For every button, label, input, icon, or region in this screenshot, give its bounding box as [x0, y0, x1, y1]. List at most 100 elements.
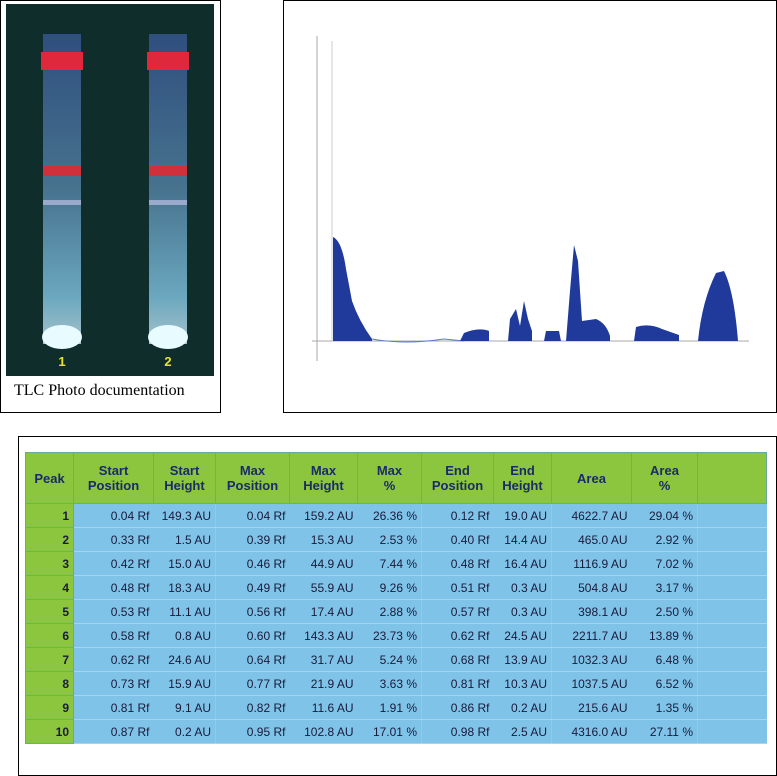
cell: 0.39 Rf	[215, 527, 290, 552]
peak-number: 6	[25, 623, 74, 648]
cell: 15.3 AU	[289, 527, 358, 552]
cell: 2.53 %	[357, 527, 422, 552]
cell: 1.91 %	[357, 695, 422, 720]
cell: 0.46 Rf	[215, 551, 290, 576]
cell: 55.9 AU	[289, 575, 358, 600]
lane	[41, 34, 83, 349]
column-header: End Height	[493, 452, 552, 504]
lane-label: 2	[164, 354, 171, 369]
cell: 6.52 %	[631, 671, 698, 696]
cell	[697, 599, 767, 624]
peak-number: 2	[25, 527, 74, 552]
cell: 0.49 Rf	[215, 575, 290, 600]
cell: 465.0 AU	[551, 527, 632, 552]
cell: 0.73 Rf	[73, 671, 154, 696]
cell: 0.33 Rf	[73, 527, 154, 552]
column-header: Peak	[25, 452, 74, 504]
cell: 21.9 AU	[289, 671, 358, 696]
cell: 16.4 AU	[493, 551, 552, 576]
cell: 0.81 Rf	[73, 695, 154, 720]
cell: 13.89 %	[631, 623, 698, 648]
table-row: 10 0.87 Rf 0.2 AU 0.95 Rf 102.8 AU 17.01 % 0.9…	[25, 719, 767, 744]
cell: 0.12 Rf	[421, 503, 494, 528]
cell: 0.56 Rf	[215, 599, 290, 624]
peak-number: 3	[25, 551, 74, 576]
table-row: 4 0.48 Rf 18.3 AU 0.49 Rf 55.9 AU 9.26 % 0.51 …	[25, 575, 767, 600]
table-row: 6 0.58 Rf 0.8 AU 0.60 Rf 143.3 AU 23.73 % 0.62…	[25, 623, 767, 648]
cell: 4316.0 AU	[551, 719, 632, 744]
caption: TLC Photo documentation	[14, 382, 185, 399]
densitogram	[312, 36, 749, 361]
table-row: 7 0.62 Rf 24.6 AU 0.64 Rf 31.7 AU 5.24 % 0.68 …	[25, 647, 767, 672]
cell: 24.5 AU	[493, 623, 552, 648]
cell: 13.9 AU	[493, 647, 552, 672]
column-header: Start Height	[153, 452, 216, 504]
cell: 10.3 AU	[493, 671, 552, 696]
cell: 7.02 %	[631, 551, 698, 576]
cell: 0.81 Rf	[421, 671, 494, 696]
cell: 504.8 AU	[551, 575, 632, 600]
cell	[697, 623, 767, 648]
column-header: Max %	[357, 452, 422, 504]
cell	[697, 575, 767, 600]
peak-area	[634, 325, 679, 341]
cell: 7.44 %	[357, 551, 422, 576]
peak-number: 4	[25, 575, 74, 600]
peak-table: Peak Start Position Start Height Max Positi…	[25, 452, 767, 744]
cell: 29.04 %	[631, 503, 698, 528]
baseline-trace	[371, 338, 465, 343]
cell: 23.73 %	[357, 623, 422, 648]
cell: 6.48 %	[631, 647, 698, 672]
cell: 0.62 Rf	[421, 623, 494, 648]
cell: 15.0 AU	[153, 551, 216, 576]
cell: 0.3 AU	[493, 599, 552, 624]
cell: 0.64 Rf	[215, 647, 290, 672]
cell: 17.01 %	[357, 719, 422, 744]
lane-label: 1	[58, 354, 65, 369]
column-header: Area	[551, 452, 632, 504]
column-header: Start Position	[73, 452, 154, 504]
cell: 0.87 Rf	[73, 719, 154, 744]
cell: 215.6 AU	[551, 695, 632, 720]
cell: 0.86 Rf	[421, 695, 494, 720]
photo-panel: 1 2 TLC Photo documentation	[0, 0, 221, 413]
cell: 0.48 Rf	[73, 575, 154, 600]
cell: 0.62 Rf	[73, 647, 154, 672]
peak-area	[333, 237, 372, 341]
cell: 0.2 AU	[493, 695, 552, 720]
cell: 14.4 AU	[493, 527, 552, 552]
peak-number: 8	[25, 671, 74, 696]
cell: 0.57 Rf	[421, 599, 494, 624]
table-row: 9 0.81 Rf 9.1 AU 0.82 Rf 11.6 AU 1.91 % 0.86 R…	[25, 695, 767, 720]
peak-area	[544, 331, 561, 341]
cell: 26.36 %	[357, 503, 422, 528]
peak-area	[566, 245, 610, 341]
cell: 9.26 %	[357, 575, 422, 600]
column-header: End Position	[421, 452, 494, 504]
cell: 0.42 Rf	[73, 551, 154, 576]
lane	[147, 34, 189, 349]
cell	[697, 719, 767, 744]
cell: 17.4 AU	[289, 599, 358, 624]
cell: 0.58 Rf	[73, 623, 154, 648]
cell	[697, 671, 767, 696]
peak-area	[508, 301, 532, 341]
column-header: Max Height	[289, 452, 358, 504]
cell: 0.68 Rf	[421, 647, 494, 672]
cell: 11.1 AU	[153, 599, 216, 624]
densitogram-panel	[283, 0, 777, 413]
cell: 0.48 Rf	[421, 551, 494, 576]
peak-number: 1	[25, 503, 74, 528]
cell: 2.88 %	[357, 599, 422, 624]
column-header	[697, 452, 767, 504]
cell: 0.04 Rf	[215, 503, 290, 528]
cell: 3.63 %	[357, 671, 422, 696]
cell: 0.53 Rf	[73, 599, 154, 624]
cell: 0.04 Rf	[73, 503, 154, 528]
column-header: Max Position	[215, 452, 290, 504]
cell: 143.3 AU	[289, 623, 358, 648]
cell	[697, 551, 767, 576]
cell: 0.40 Rf	[421, 527, 494, 552]
cell: 18.3 AU	[153, 575, 216, 600]
